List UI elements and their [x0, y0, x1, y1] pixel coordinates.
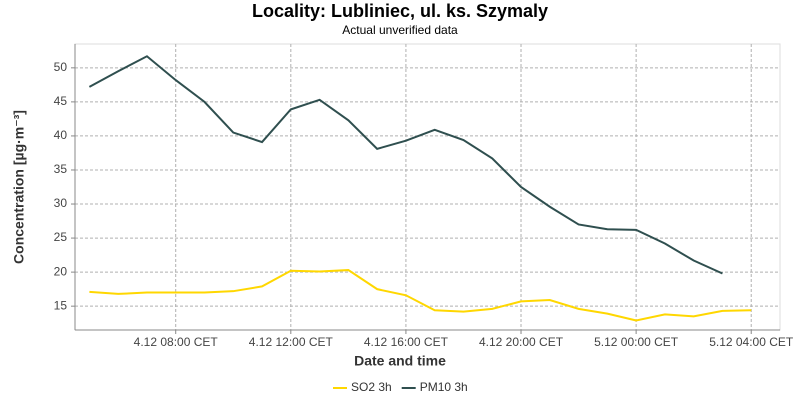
y-tick-label: 25 — [54, 230, 68, 244]
data-line — [89, 269, 752, 322]
legend-label: PM10 3h — [420, 380, 468, 394]
data-line — [88, 55, 723, 275]
y-tick-label: 50 — [54, 60, 68, 74]
x-tick-label: 4.12 20:00 CET — [479, 335, 564, 349]
y-axis-title: Concentration [µg·m⁻³] — [11, 110, 27, 264]
legend-label: SO2 3h — [351, 380, 392, 394]
y-tick-label: 30 — [54, 196, 68, 210]
y-tick-label: 45 — [54, 94, 68, 108]
y-tick-label: 15 — [54, 298, 68, 312]
chart-subtitle: Actual unverified data — [342, 23, 458, 37]
x-tick-label: 4.12 16:00 CET — [364, 335, 449, 349]
chart-title: Locality: Lubliniec, ul. ks. Szymaly — [252, 1, 548, 21]
x-tick-label: 4.12 08:00 CET — [134, 335, 219, 349]
x-axis-title: Date and time — [354, 353, 446, 369]
x-tick-label: 5.12 04:00 CET — [709, 335, 794, 349]
x-tick-label: 4.12 12:00 CET — [249, 335, 334, 349]
y-tick-label: 20 — [54, 264, 68, 278]
y-tick-label: 40 — [54, 128, 68, 142]
x-tick-label: 5.12 00:00 CET — [594, 335, 679, 349]
y-tick-label: 35 — [54, 162, 68, 176]
